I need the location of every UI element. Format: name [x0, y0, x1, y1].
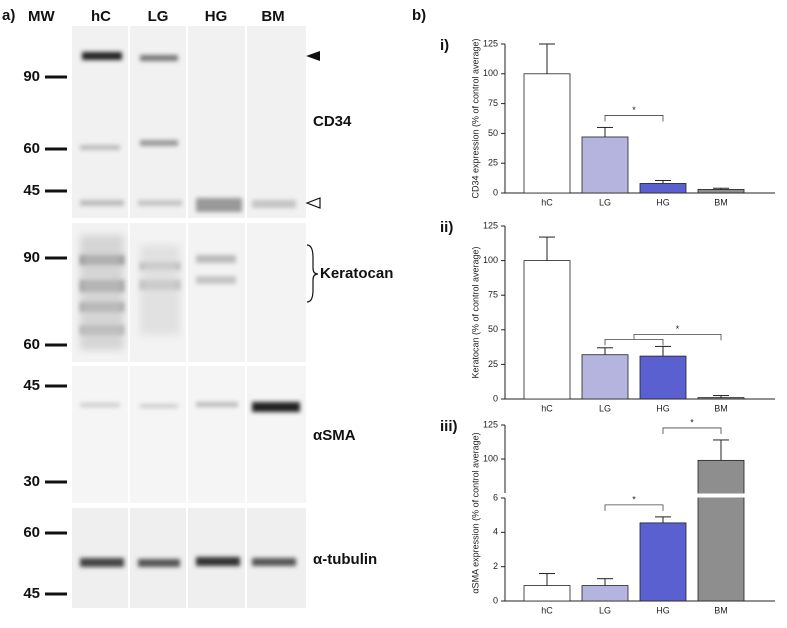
y-tick-label: 125: [483, 38, 498, 48]
blot-name: CD34: [313, 113, 352, 130]
blot-name: α-tubulin: [313, 551, 377, 568]
brace: [306, 244, 319, 303]
mw-marker: 45: [23, 377, 40, 394]
significance-label: *: [632, 494, 636, 504]
y-axis-label: CD34 expression (% of control average): [470, 38, 480, 198]
significance-label: *: [690, 417, 694, 427]
y-tick-label: 100: [483, 255, 498, 265]
x-tick-label: LG: [599, 605, 611, 615]
bar: [581, 136, 629, 194]
y-tick-label: 25: [488, 359, 498, 369]
arrow-open: [305, 197, 321, 209]
y-tick-label: 100: [483, 453, 498, 463]
axis-break-gap: [697, 493, 745, 498]
bar: [697, 397, 745, 400]
y-tick-label: 75: [488, 290, 498, 300]
arrow-filled: [306, 51, 320, 61]
bar: [523, 73, 571, 194]
y-tick-label: 2: [493, 561, 498, 571]
y-tick-label: 6: [493, 492, 498, 502]
y-tick-label: 0: [493, 595, 498, 605]
bar: [639, 522, 687, 602]
significance-bracket: [604, 115, 664, 122]
panel-label: b): [412, 7, 426, 24]
y-tick-label: 4: [493, 527, 498, 537]
x-tick-label: HG: [656, 197, 670, 207]
y-tick-label: 0: [493, 393, 498, 403]
bar: [523, 260, 571, 400]
lane-label: HG: [205, 8, 228, 25]
significance-bracket: [604, 504, 664, 511]
x-tick-label: LG: [599, 403, 611, 413]
significance-label: *: [632, 105, 636, 115]
bar: [639, 355, 687, 400]
mw-marker: 90: [23, 249, 40, 266]
lane-label: BM: [261, 8, 284, 25]
mw-marker: 60: [23, 336, 40, 353]
mw-marker: 60: [23, 524, 40, 541]
mw-marker: 45: [23, 182, 40, 199]
mw-ticks: [45, 75, 67, 596]
y-tick-label: 50: [488, 128, 498, 138]
x-tick-label: hC: [541, 605, 553, 615]
panel-label: a): [2, 7, 15, 24]
panel-label: ii): [440, 219, 453, 236]
bar: [581, 585, 629, 602]
smear: [80, 235, 180, 350]
x-tick-label: BM: [714, 605, 728, 615]
y-tick-label: 75: [488, 98, 498, 108]
mw-marker: 45: [23, 585, 40, 602]
y-tick-label: 100: [483, 68, 498, 78]
mw-label: MW: [28, 8, 55, 25]
y-tick-label: 50: [488, 324, 498, 334]
panel-label: i): [440, 37, 449, 54]
significance-label: *: [676, 324, 680, 334]
mw-marker: 60: [23, 140, 40, 157]
y-tick-label: 125: [483, 419, 498, 429]
significance-bracket: [604, 339, 664, 346]
y-axis-label: Keratocan (% of control average): [470, 246, 480, 378]
lane-gaps: [128, 26, 247, 608]
y-axis-label: αSMA expression (% of control average): [470, 432, 480, 593]
panel-label: iii): [440, 418, 458, 435]
bar: [697, 189, 745, 194]
y-tick-label: 0: [493, 187, 498, 197]
significance-bracket: [662, 427, 722, 434]
x-tick-label: LG: [599, 197, 611, 207]
x-tick-label: BM: [714, 403, 728, 413]
mw-marker: 30: [23, 473, 40, 490]
bar: [581, 354, 629, 400]
blot-name: αSMA: [313, 427, 356, 444]
blot: [72, 366, 306, 503]
bar: [697, 459, 745, 602]
y-tick-label: 25: [488, 158, 498, 168]
lane-label: hC: [91, 8, 111, 25]
x-tick-label: hC: [541, 197, 553, 207]
x-tick-label: HG: [656, 605, 670, 615]
blot-panel: a) MW hC LG HG BM 90 60 45 90 60 45 30 6…: [2, 7, 393, 608]
bar: [523, 585, 571, 602]
x-tick-label: HG: [656, 403, 670, 413]
lane-label: LG: [148, 8, 169, 25]
significance-bracket: [633, 334, 722, 341]
y-tick-label: 125: [483, 220, 498, 230]
x-tick-label: BM: [714, 197, 728, 207]
x-tick-label: hC: [541, 403, 553, 413]
mw-marker: 90: [23, 68, 40, 85]
bar: [639, 183, 687, 194]
blot-name: Keratocan: [320, 265, 393, 282]
